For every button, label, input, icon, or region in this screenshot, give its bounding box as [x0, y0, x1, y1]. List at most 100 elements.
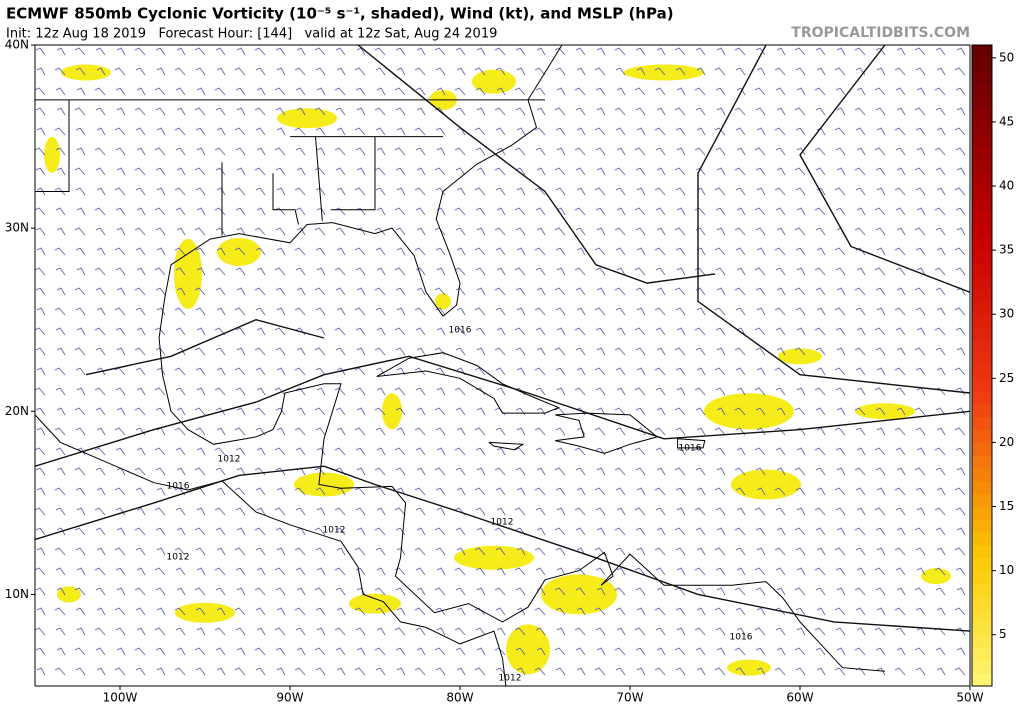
wind-barb [55, 267, 66, 276]
colorbar-segment [972, 301, 992, 315]
wind-barb [216, 667, 226, 676]
vorticity-shading [624, 64, 704, 81]
wind-barb [934, 327, 946, 336]
wind-barb [256, 447, 266, 456]
wind-barb [855, 127, 866, 136]
wind-barb [595, 87, 606, 96]
wind-barb [434, 467, 446, 476]
wind-barb [436, 327, 446, 336]
wind-barb [835, 567, 846, 576]
wind-barb [275, 287, 286, 296]
wind-barb [654, 127, 666, 136]
vorticity-shading [472, 69, 516, 94]
wind-barb [535, 387, 546, 396]
vorticity-shading [506, 624, 550, 675]
wind-barb [775, 387, 786, 396]
wind-barb [174, 547, 186, 556]
wind-barb [35, 387, 46, 396]
vorticity-shading [921, 568, 951, 585]
wind-barb [594, 667, 606, 676]
wind-barb [76, 387, 86, 396]
wind-barb [496, 147, 506, 156]
wind-barb [495, 307, 506, 316]
wind-barb [634, 267, 646, 276]
wind-barb [695, 407, 706, 416]
wind-barb [715, 507, 726, 516]
wind-barb [234, 307, 246, 316]
wind-barb [334, 447, 346, 456]
wind-barb [376, 627, 386, 636]
wind-barb [736, 567, 746, 576]
wind-barb [496, 567, 506, 576]
wind-barb [676, 207, 686, 216]
wind-barb [914, 107, 926, 116]
wind-barb [775, 507, 786, 516]
wind-barb [896, 587, 906, 596]
wind-barb [815, 287, 826, 296]
wind-barb [195, 307, 206, 316]
wind-barb [535, 207, 546, 216]
wind-barb [614, 167, 626, 176]
wind-barb [456, 187, 466, 196]
wind-barb [74, 167, 86, 176]
wind-barb [256, 87, 266, 96]
wind-barb [736, 507, 746, 516]
wind-barb [335, 287, 346, 296]
vorticity-shading [435, 293, 451, 310]
wind-barb [95, 407, 106, 416]
wind-barb [536, 467, 546, 476]
wind-barb [194, 587, 206, 596]
wind-barb [716, 407, 726, 416]
wind-barb [636, 667, 646, 676]
wind-barb [556, 207, 566, 216]
wind-barb [174, 667, 186, 676]
wind-barb [535, 327, 546, 336]
wind-barb [795, 367, 806, 376]
wind-barb [416, 167, 426, 176]
wind-barb [56, 647, 66, 656]
wind-barb [875, 647, 886, 656]
wind-barb [335, 167, 346, 176]
wind-barb [915, 487, 926, 496]
wind-barb [216, 67, 226, 76]
wind-barb [195, 187, 206, 196]
wind-barb [194, 467, 206, 476]
wind-barb [575, 47, 586, 56]
wind-barb [194, 647, 206, 656]
wind-barb [776, 47, 786, 56]
wind-barb [634, 147, 646, 156]
wind-barb [96, 547, 106, 556]
wind-barb [875, 407, 886, 416]
wind-barb [135, 667, 146, 676]
lat-label: 20N [5, 404, 29, 418]
wind-barb [514, 147, 526, 156]
wind-barb [675, 427, 686, 436]
wind-barb [576, 307, 586, 316]
wind-barb [176, 167, 186, 176]
wind-barb [955, 327, 966, 336]
wind-barb [276, 127, 286, 136]
wind-barb [194, 287, 206, 296]
wind-barb [116, 227, 126, 236]
wind-barb [794, 287, 806, 296]
wind-barb [955, 267, 966, 276]
wind-barb [354, 127, 366, 136]
wind-barb [794, 167, 806, 176]
wind-barb [535, 447, 546, 456]
wind-barb [95, 47, 106, 56]
wind-barb [336, 427, 346, 436]
wind-barb [534, 367, 546, 376]
wind-barb [356, 287, 366, 296]
wind-barb [836, 47, 846, 56]
wind-barb [776, 347, 786, 356]
wind-barb [435, 607, 446, 616]
wind-barb [275, 407, 286, 416]
wind-barb [74, 647, 86, 656]
wind-barb [596, 167, 606, 176]
wind-barb [476, 287, 486, 296]
wind-barb [756, 67, 766, 76]
wind-barb [416, 587, 426, 596]
wind-barb [216, 607, 226, 616]
wind-barb [415, 567, 426, 576]
wind-barb [855, 487, 866, 496]
